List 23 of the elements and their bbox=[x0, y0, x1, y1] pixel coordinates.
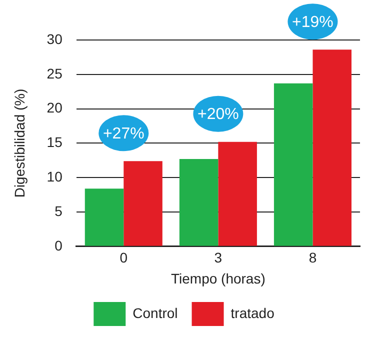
x-tick-label: 8 bbox=[308, 250, 317, 266]
y-tick-label: 10 bbox=[46, 168, 63, 184]
y-tick-label: 20 bbox=[46, 100, 63, 116]
bar bbox=[179, 159, 218, 246]
bar bbox=[218, 142, 257, 246]
x-tick-label: 3 bbox=[214, 250, 222, 266]
y-tick-label: 25 bbox=[46, 65, 63, 82]
bar bbox=[274, 83, 313, 246]
annotation: +27% bbox=[102, 125, 144, 142]
bar bbox=[312, 50, 352, 246]
text: +19% bbox=[292, 14, 334, 32]
y-tick-label: 15 bbox=[46, 134, 63, 150]
legend-label: tratado bbox=[230, 304, 275, 321]
annotation: +20% bbox=[198, 106, 239, 124]
y-tick-label: 5 bbox=[54, 202, 63, 219]
y-tick-label: 0 bbox=[54, 237, 63, 254]
legend-label: Control bbox=[132, 304, 178, 321]
y-axis-title: Digestibilidad (%) bbox=[11, 88, 28, 198]
y-tick-label: 30 bbox=[46, 30, 63, 47]
bar bbox=[84, 188, 124, 246]
x-tick-label: 0 bbox=[120, 250, 128, 266]
bar bbox=[124, 161, 162, 246]
x-axis-title: Tiempo (horas) bbox=[170, 270, 266, 286]
